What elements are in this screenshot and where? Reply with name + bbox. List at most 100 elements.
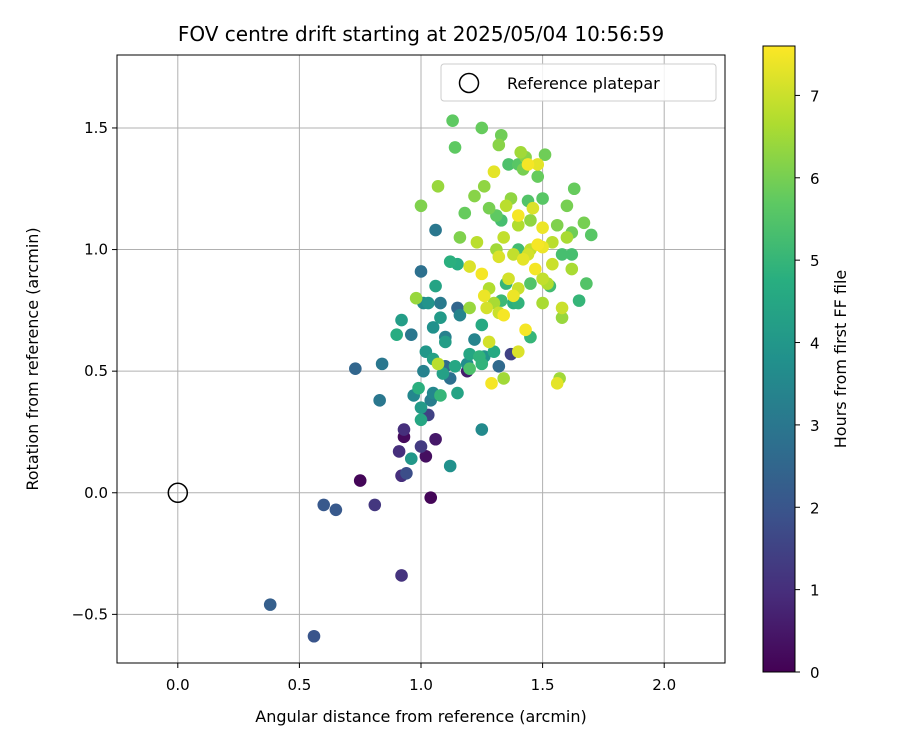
data-point [368,498,382,512]
data-point [263,598,277,611]
data-point [536,192,549,205]
colorbar-label: Hours from first FF file [831,270,850,449]
x-tick-label: 2.0 [652,676,676,694]
chart-title: FOV centre drift starting at 2025/05/04 … [178,22,664,46]
colorbar-tick-label: 5 [810,252,820,270]
y-tick-label: 0.0 [84,484,108,502]
colorbar-ticks: 0 1 2 3 4 5 6 7 [795,87,820,682]
data-point [519,323,532,337]
data-point [468,189,481,203]
data-point [514,145,528,159]
data-point [404,452,418,466]
colorbar-tick-label: 7 [810,87,820,105]
data-point [502,272,515,286]
data-point [536,272,549,286]
data-point [373,394,386,407]
data-point [524,214,537,227]
data-point [524,277,537,290]
data-point [436,367,450,380]
data-point [317,498,331,512]
x-tick-label: 1.0 [409,676,433,694]
data-point [482,335,496,349]
grid [117,55,725,663]
data-point [429,279,442,293]
data-point [375,357,389,371]
data-point [414,401,428,414]
data-point [395,313,408,327]
x-axis-ticks: 0.0 0.5 1.0 1.5 2.0 [166,663,676,694]
data-point [349,362,362,376]
data-point [414,265,428,278]
data-point [538,148,552,162]
data-point [434,389,447,402]
data-point [448,359,462,373]
data-point [397,423,411,436]
data-point [475,267,489,281]
data-point [497,372,510,385]
data-point [470,235,484,249]
data-point [580,277,593,290]
colorbar-tick-label: 6 [810,170,820,188]
data-point [560,231,574,244]
legend-entry-reference: Reference platepar [507,74,660,93]
reference-platepar-marker [167,482,189,504]
data-point [431,357,445,371]
data-point [451,386,464,400]
data-point [439,335,452,349]
y-tick-label: 1.5 [84,119,108,137]
data-point [507,289,520,303]
data-point [485,377,498,390]
data-point [536,221,549,234]
data-point [429,223,442,237]
data-point [307,629,321,643]
colorbar-tick-label: 1 [810,582,820,600]
data-point [507,248,520,261]
data-point [395,569,408,582]
data-point [497,231,510,244]
data-point [521,158,535,171]
data-point [400,467,413,480]
data-point [492,138,506,152]
data-point [434,311,447,324]
data-point [475,121,489,135]
y-tick-label: −0.5 [72,605,108,623]
data-point [463,347,476,361]
legend: Reference platepar [440,63,717,102]
y-axis-label: Rotation from reference (arcmin) [23,227,42,490]
colorbar [762,45,796,673]
data-point [482,201,496,215]
data-point [546,257,559,271]
data-point [414,440,428,453]
data-point [497,308,510,322]
data-point [492,250,506,264]
data-point [565,262,579,276]
data-point [546,235,559,249]
data-point [463,301,476,315]
data-point [511,218,525,232]
data-point [487,345,501,359]
data-point [392,445,406,458]
legend-marker-icon [458,72,480,94]
data-point [502,158,515,171]
data-point [390,328,403,341]
data-point [526,201,540,215]
data-point [463,260,476,273]
data-point [511,345,525,359]
colorbar-tick-label: 4 [810,335,820,353]
data-point [480,301,493,315]
data-point [536,296,549,310]
data-point [448,141,462,154]
data-point [560,199,574,213]
data-point [429,432,442,446]
data-point [353,474,367,487]
data-point [453,231,467,244]
data-point [531,158,545,171]
data-point [555,248,569,261]
data-point [494,128,508,142]
data-point [417,364,430,378]
y-axis-ticks: −0.5 0.0 0.5 1.0 1.5 [72,119,117,623]
data-point [414,413,428,427]
data-point [555,311,569,324]
data-point [475,318,489,332]
